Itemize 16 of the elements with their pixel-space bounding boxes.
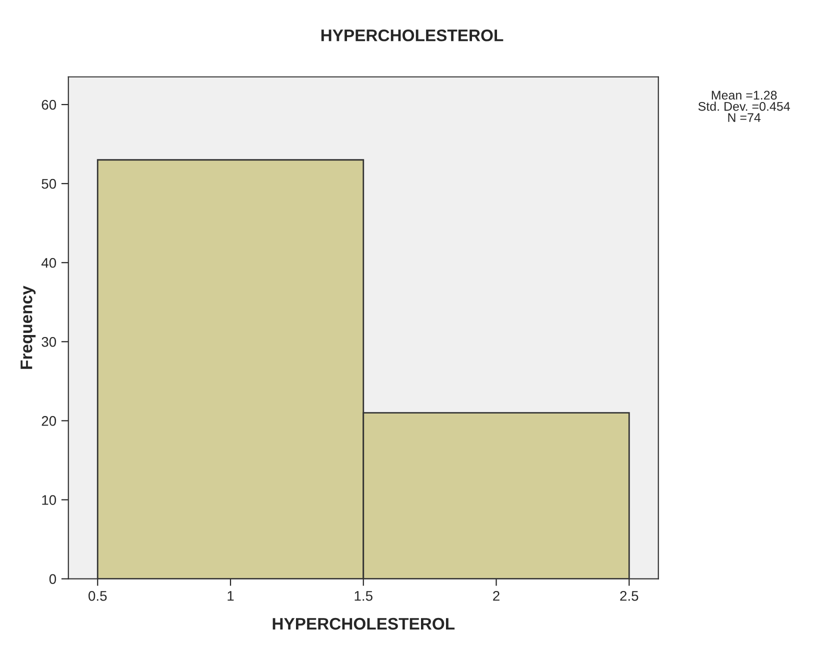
x-tick-label: 2.5 bbox=[620, 590, 638, 601]
y-tick-label: 10 bbox=[42, 495, 56, 505]
y-tick-label: 40 bbox=[41, 258, 56, 268]
chart-title: HYPERCHOLESTEROL bbox=[321, 30, 504, 42]
x-tick-label: 1 bbox=[228, 591, 234, 601]
x-tick-label: 2 bbox=[493, 590, 500, 601]
x-axis-title: HYPERCHOLESTEROL bbox=[272, 618, 455, 630]
y-tick-label: 0 bbox=[49, 574, 56, 584]
y-tick-label: 60 bbox=[42, 100, 56, 110]
y-axis-title: Frequency bbox=[20, 286, 36, 369]
text: Mean =1.28 Std. Dev. =0.454 N =74 bbox=[698, 90, 790, 122]
x-tick-label: 1.5 bbox=[354, 591, 372, 601]
y-tick-label: 50 bbox=[42, 178, 56, 189]
y-tick-label: 20 bbox=[42, 416, 56, 426]
y-tick-label: 30 bbox=[42, 337, 56, 347]
x-tick-label: 0.5 bbox=[88, 590, 107, 601]
